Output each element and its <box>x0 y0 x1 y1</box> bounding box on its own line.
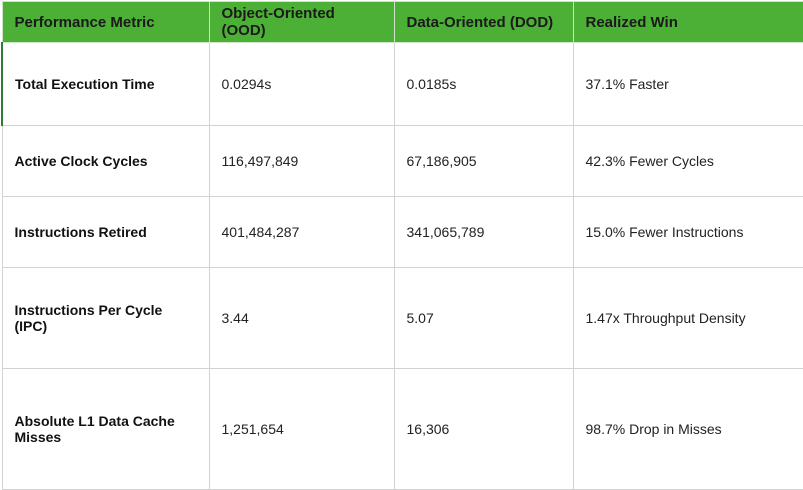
header-realized-win: Realized Win <box>572 1 803 43</box>
ood-value-cell: 0.0294s <box>208 42 395 126</box>
dod-value-cell: 67,186,905 <box>393 125 574 197</box>
metric-name-cell: Absolute L1 Data Cache Misses <box>1 368 210 490</box>
metric-name-cell: Instructions Per Cycle (IPC) <box>1 267 210 369</box>
realized-win-cell: 15.0% Fewer Instructions <box>572 196 803 268</box>
header-row: Performance Metric Object-Oriented (OOD)… <box>1 1 803 43</box>
table-row: Instructions Per Cycle (IPC) 3.44 5.07 1… <box>1 267 803 369</box>
dod-value-cell: 5.07 <box>393 267 574 369</box>
table-header: Performance Metric Object-Oriented (OOD)… <box>1 1 803 43</box>
realized-win-cell: 98.7% Drop in Misses <box>572 368 803 490</box>
header-performance-metric: Performance Metric <box>1 1 210 43</box>
realized-win-cell: 42.3% Fewer Cycles <box>572 125 803 197</box>
table-row: Instructions Retired 401,484,287 341,065… <box>1 196 803 268</box>
header-object-oriented: Object-Oriented (OOD) <box>208 1 395 43</box>
dod-value-cell: 16,306 <box>393 368 574 490</box>
table-row: Absolute L1 Data Cache Misses 1,251,654 … <box>1 368 803 490</box>
header-data-oriented: Data-Oriented (DOD) <box>393 1 574 43</box>
realized-win-cell: 1.47x Throughput Density <box>572 267 803 369</box>
realized-win-cell: 37.1% Faster <box>572 42 803 126</box>
ood-value-cell: 116,497,849 <box>208 125 395 197</box>
ood-value-cell: 401,484,287 <box>208 196 395 268</box>
ood-value-cell: 3.44 <box>208 267 395 369</box>
table-body: Total Execution Time 0.0294s 0.0185s 37.… <box>1 42 803 490</box>
table-row: Active Clock Cycles 116,497,849 67,186,9… <box>1 125 803 197</box>
metric-name-cell: Total Execution Time <box>1 42 210 126</box>
metric-name-cell: Instructions Retired <box>1 196 210 268</box>
table-row: Total Execution Time 0.0294s 0.0185s 37.… <box>1 42 803 126</box>
dod-value-cell: 0.0185s <box>393 42 574 126</box>
ood-value-cell: 1,251,654 <box>208 368 395 490</box>
metric-name-cell: Active Clock Cycles <box>1 125 210 197</box>
dod-value-cell: 341,065,789 <box>393 196 574 268</box>
